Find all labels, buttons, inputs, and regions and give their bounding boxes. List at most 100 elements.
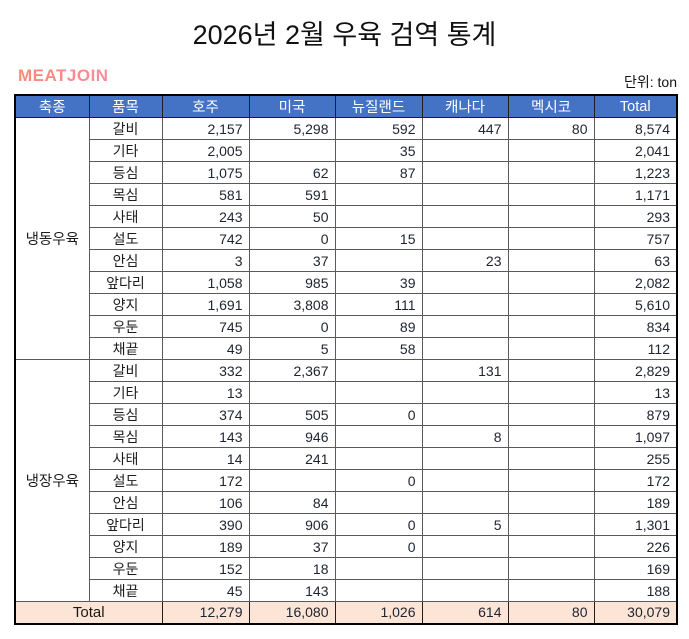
value-cell: 2,157: [161, 117, 250, 140]
value-cell: 111: [334, 293, 423, 316]
value-cell: [421, 337, 509, 360]
table-row: 우둔 152 18 169: [15, 557, 678, 580]
unit-label: 단위: ton: [623, 74, 677, 90]
value-cell: [421, 403, 509, 426]
value-cell: 255: [593, 447, 678, 470]
item-label: 사태: [88, 205, 163, 228]
value-cell: [248, 139, 336, 162]
total-row: Total 12,279 16,080 1,026 614 80 30,079: [14, 601, 678, 624]
total-value-cell: 30,079: [593, 601, 678, 624]
value-cell: 0: [334, 403, 423, 426]
value-cell: 0: [334, 535, 423, 558]
table-row: 기타 13 13: [15, 381, 678, 404]
value-cell: 0: [334, 469, 423, 492]
page-title: 2026년 2월 우육 검역 통계: [192, 20, 497, 50]
table-row: 안심 106 84 189: [15, 491, 678, 514]
value-cell: 226: [593, 535, 678, 558]
value-cell: 5,298: [248, 117, 336, 140]
value-cell: [421, 579, 509, 602]
section-label: 냉동우육: [14, 117, 90, 360]
table-row: 냉동우육 갈비 2,157 5,298 592 447 80 8,574: [14, 117, 678, 360]
item-label: 양지: [88, 535, 163, 558]
value-cell: 505: [248, 403, 336, 426]
table-row: 양지 1,691 3,808 111 5,610: [15, 293, 678, 316]
value-cell: 243: [161, 205, 250, 228]
value-cell: 189: [593, 491, 678, 514]
value-cell: 879: [593, 403, 678, 426]
table-row: 기타 2,005 35 2,041: [15, 139, 678, 162]
value-cell: [421, 161, 509, 184]
table-row: 채끝 49 5 58 112: [15, 337, 678, 360]
value-cell: [334, 249, 423, 272]
value-cell: [334, 557, 423, 580]
value-cell: 985: [248, 271, 336, 294]
value-cell: [421, 491, 509, 514]
value-cell: [507, 491, 595, 514]
value-cell: [334, 381, 423, 404]
value-cell: [334, 425, 423, 448]
total-value-cell: 614: [421, 601, 509, 624]
value-cell: 189: [161, 535, 250, 558]
value-cell: [507, 315, 595, 338]
value-cell: 8: [421, 425, 509, 448]
value-cell: 390: [161, 513, 250, 536]
value-cell: 5,610: [593, 293, 678, 316]
value-cell: 13: [593, 381, 678, 404]
table-row: 설도 172 0 172: [15, 469, 678, 492]
value-cell: 1,058: [161, 271, 250, 294]
table-row: 양지 189 37 0 226: [15, 535, 678, 558]
item-label: 목심: [88, 425, 163, 448]
meta-row: MEATJOIN 단위: ton: [14, 66, 677, 90]
col-header-mexico: 멕시코: [507, 94, 595, 118]
value-cell: 591: [248, 183, 336, 206]
value-cell: 89: [334, 315, 423, 338]
value-cell: [334, 491, 423, 514]
value-cell: [507, 183, 595, 206]
value-cell: 581: [161, 183, 250, 206]
col-header-australia: 호주: [161, 94, 250, 118]
value-cell: [421, 139, 509, 162]
value-cell: 2,829: [593, 359, 678, 382]
value-cell: 0: [334, 513, 423, 536]
value-cell: 757: [593, 227, 678, 250]
item-label: 앞다리: [88, 513, 163, 536]
table-row: 등심 374 505 0 879: [15, 403, 678, 426]
value-cell: 37: [248, 535, 336, 558]
value-cell: [334, 183, 423, 206]
value-cell: 1,171: [593, 183, 678, 206]
value-cell: 592: [334, 117, 423, 140]
value-cell: 1,691: [161, 293, 250, 316]
value-cell: 5: [421, 513, 509, 536]
table-row: 목심 581 591 1,171: [15, 183, 678, 206]
value-cell: [421, 271, 509, 294]
value-cell: 131: [421, 359, 509, 382]
value-cell: 112: [593, 337, 678, 360]
quarantine-stats-table: 축종 품목 호주 미국 뉴질랜드 캐나다 멕시코 Total 냉동우육 갈비 2,1…: [14, 94, 678, 625]
value-cell: [507, 271, 595, 294]
value-cell: [507, 447, 595, 470]
value-cell: 62: [248, 161, 336, 184]
value-cell: [334, 205, 423, 228]
value-cell: [421, 535, 509, 558]
table-row: 설도 742 0 15 757: [15, 227, 678, 250]
item-label: 우둔: [88, 315, 163, 338]
item-label: 우둔: [88, 557, 163, 580]
section-label: 냉장우육: [14, 359, 90, 602]
table-row: 앞다리 390 906 0 5 1,301: [15, 513, 678, 536]
value-cell: 14: [161, 447, 250, 470]
value-cell: 15: [334, 227, 423, 250]
value-cell: 172: [161, 469, 250, 492]
value-cell: 241: [248, 447, 336, 470]
table-row: 사태 14 241 255: [15, 447, 678, 470]
item-label: 채끝: [88, 337, 163, 360]
value-cell: [248, 469, 336, 492]
value-cell: 18: [248, 557, 336, 580]
value-cell: 447: [421, 117, 509, 140]
value-cell: [507, 579, 595, 602]
table-row: 목심 143 946 8 1,097: [15, 425, 678, 448]
value-cell: 906: [248, 513, 336, 536]
value-cell: [507, 469, 595, 492]
value-cell: [507, 161, 595, 184]
col-header-newzealand: 뉴질랜드: [334, 94, 423, 118]
